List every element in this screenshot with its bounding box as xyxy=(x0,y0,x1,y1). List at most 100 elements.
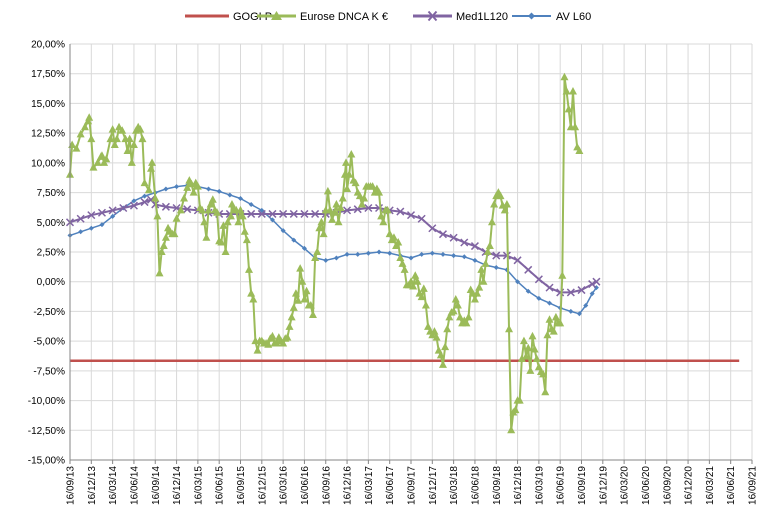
y-tick-label: -12,50% xyxy=(28,426,65,437)
x-tick-label: 16/09/13 xyxy=(66,466,77,505)
x-tick-label: 16/12/18 xyxy=(513,466,524,505)
data-point xyxy=(394,237,403,246)
data-point xyxy=(375,188,384,196)
data-point xyxy=(490,199,499,208)
data-point xyxy=(127,158,136,166)
data-point xyxy=(400,265,409,273)
data-point xyxy=(519,336,528,345)
legend-marker-eurose xyxy=(271,11,282,20)
data-point xyxy=(106,134,115,143)
y-tick-label: 5,00% xyxy=(37,218,65,229)
x-tick-label: 16/09/18 xyxy=(492,466,503,505)
legend-label-av-l60: AV L60 xyxy=(556,11,591,23)
data-point xyxy=(449,306,458,315)
data-point xyxy=(547,300,553,306)
data-point xyxy=(473,289,482,297)
data-point xyxy=(163,186,169,192)
x-tick-label: 16/12/19 xyxy=(598,466,609,505)
data-point xyxy=(85,113,94,121)
data-point xyxy=(551,312,560,321)
data-point xyxy=(502,199,511,208)
data-point xyxy=(123,146,132,154)
data-point xyxy=(408,255,414,261)
x-tick-label: 16/06/19 xyxy=(556,466,567,505)
data-point xyxy=(345,170,354,178)
series-av-l60 xyxy=(67,182,599,317)
data-point xyxy=(78,229,84,235)
data-point xyxy=(462,318,471,327)
data-point xyxy=(317,217,326,226)
data-point xyxy=(543,330,552,339)
data-point xyxy=(511,405,520,414)
data-point xyxy=(206,186,212,192)
data-point xyxy=(238,196,243,202)
data-point xyxy=(326,205,335,214)
data-point xyxy=(341,158,350,166)
data-point xyxy=(119,203,128,213)
data-point xyxy=(449,233,458,242)
data-point xyxy=(571,122,580,131)
data-point xyxy=(355,251,361,257)
data-point xyxy=(368,182,377,190)
series-eurose-dnca-k xyxy=(66,72,584,434)
data-point xyxy=(311,253,320,261)
data-point xyxy=(387,250,393,256)
x-tick-label: 16/03/16 xyxy=(279,466,290,505)
data-point xyxy=(333,255,339,261)
data-point xyxy=(323,257,329,263)
x-tick-label: 16/12/17 xyxy=(428,466,439,505)
legend-marker-av-l60 xyxy=(528,12,535,20)
data-point xyxy=(493,264,499,270)
data-point xyxy=(477,265,486,273)
x-tick-label: 16/09/15 xyxy=(236,466,247,505)
data-point xyxy=(174,184,180,190)
data-point xyxy=(360,194,369,202)
x-tick-label: 16/12/20 xyxy=(684,466,695,505)
data-point xyxy=(280,228,286,234)
data-point xyxy=(464,312,473,321)
data-point xyxy=(472,257,478,263)
data-point xyxy=(112,134,121,143)
x-tick-label: 16/09/16 xyxy=(321,466,332,505)
data-point xyxy=(492,251,501,260)
data-point xyxy=(238,211,247,220)
y-tick-label: -15,00% xyxy=(28,456,65,467)
data-point xyxy=(76,129,85,138)
x-tick-label: 16/06/14 xyxy=(129,466,140,505)
data-point xyxy=(357,199,366,208)
x-tick-label: 16/03/15 xyxy=(193,466,204,505)
data-point xyxy=(99,222,105,228)
data-point xyxy=(118,126,127,134)
data-point xyxy=(576,311,582,317)
data-point xyxy=(136,125,145,133)
data-point xyxy=(272,339,281,347)
y-axis-tick-labels: -15,00% -12,50% -10,00% -7,50% -5,00% -2,50% 0… xyxy=(28,40,65,467)
gridlines xyxy=(69,43,753,464)
data-point xyxy=(396,207,405,216)
data-point xyxy=(213,208,222,216)
data-point xyxy=(507,425,516,434)
x-tick-label: 16/06/17 xyxy=(385,466,396,505)
data-point xyxy=(568,87,577,95)
x-tick-label: 16/09/19 xyxy=(577,466,588,505)
data-point xyxy=(138,134,147,143)
data-point xyxy=(129,201,138,210)
data-point xyxy=(240,227,249,235)
data-point xyxy=(451,295,460,303)
data-point xyxy=(170,229,179,238)
x-tick-label: 16/09/20 xyxy=(662,466,673,505)
data-point xyxy=(475,283,484,291)
data-point xyxy=(524,265,533,274)
data-point xyxy=(148,158,157,166)
data-point xyxy=(291,237,297,243)
x-tick-label: 16/12/16 xyxy=(343,466,354,505)
data-point xyxy=(204,205,213,214)
data-point xyxy=(453,300,462,309)
y-tick-label: -10,00% xyxy=(28,396,65,407)
data-point xyxy=(539,369,548,378)
data-point xyxy=(146,164,155,172)
data-point xyxy=(389,233,398,241)
x-tick-label: 16/06/21 xyxy=(726,466,737,505)
x-tick-label: 16/03/14 xyxy=(108,466,119,505)
series-group xyxy=(65,72,740,434)
